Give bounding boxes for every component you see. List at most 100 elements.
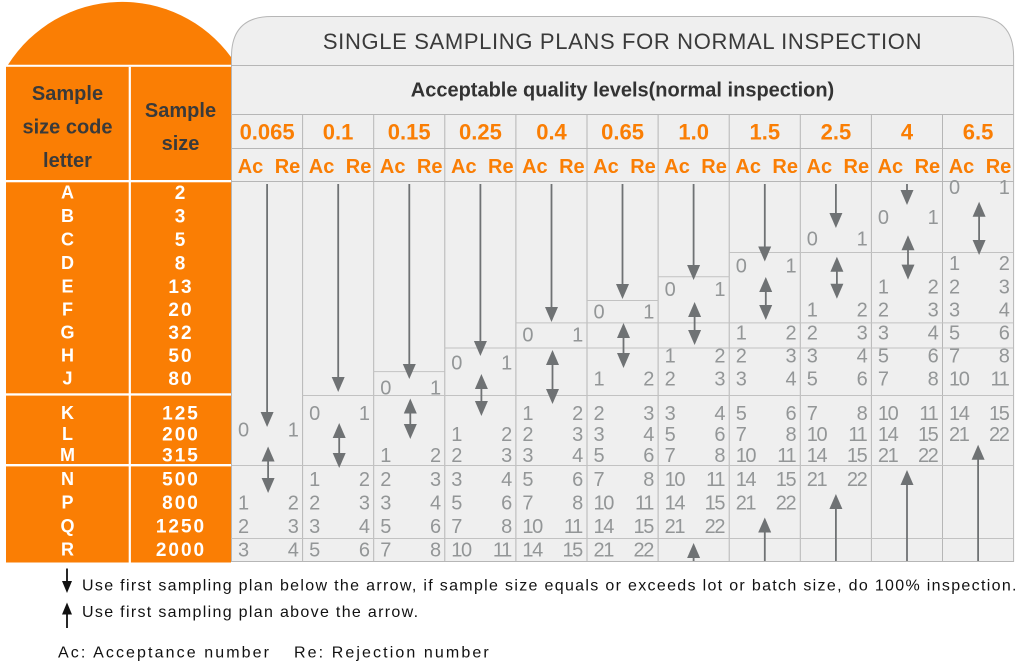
svg-text:6: 6: [999, 322, 1010, 344]
svg-text:22: 22: [847, 469, 868, 491]
svg-text:8: 8: [999, 345, 1010, 367]
svg-text:8: 8: [857, 403, 868, 425]
svg-text:1: 1: [430, 377, 441, 399]
svg-text:Re: Re: [346, 156, 372, 178]
svg-text:6: 6: [359, 539, 370, 561]
svg-text:11: 11: [991, 368, 1010, 390]
svg-text:14: 14: [594, 516, 615, 538]
svg-text:5: 5: [736, 403, 747, 425]
svg-text:7: 7: [878, 368, 889, 390]
svg-text:5: 5: [175, 230, 188, 251]
svg-text:15: 15: [562, 539, 583, 561]
svg-text:1: 1: [238, 492, 249, 514]
svg-text:10: 10: [522, 516, 543, 538]
svg-text:14: 14: [522, 539, 543, 561]
svg-text:8: 8: [572, 492, 583, 514]
svg-text:6: 6: [785, 403, 796, 425]
svg-text:21: 21: [665, 516, 686, 538]
svg-text:0: 0: [451, 352, 462, 374]
svg-text:7: 7: [665, 445, 676, 467]
svg-text:3: 3: [309, 516, 320, 538]
svg-text:15: 15: [847, 445, 868, 467]
svg-text:Ac: Ac: [593, 156, 619, 178]
svg-text:8: 8: [714, 445, 725, 467]
svg-text:21: 21: [736, 492, 757, 514]
svg-text:22: 22: [776, 492, 797, 514]
svg-text:1: 1: [522, 403, 533, 425]
svg-text:Re: Re: [701, 156, 727, 178]
svg-text:2: 2: [665, 368, 676, 390]
svg-text:11: 11: [848, 424, 867, 446]
svg-text:Ac: Ac: [380, 156, 406, 178]
svg-text:size code: size code: [22, 117, 112, 139]
svg-text:3: 3: [665, 403, 676, 425]
svg-text:R: R: [61, 540, 74, 560]
svg-text:14: 14: [807, 445, 828, 467]
svg-text:14: 14: [736, 469, 757, 491]
svg-text:4: 4: [430, 492, 441, 514]
svg-text:1: 1: [309, 469, 320, 491]
svg-text:Ac: Ac: [451, 156, 477, 178]
svg-text:5: 5: [949, 322, 960, 344]
svg-text:B: B: [61, 206, 74, 226]
svg-text:4: 4: [785, 368, 796, 390]
svg-text:1: 1: [288, 419, 299, 441]
svg-text:3: 3: [238, 539, 249, 561]
svg-text:F: F: [62, 300, 73, 320]
svg-text:6: 6: [714, 424, 725, 446]
svg-text:1: 1: [451, 424, 462, 446]
svg-text:4: 4: [359, 516, 370, 538]
svg-text:Ac: Ac: [807, 156, 833, 178]
svg-text:7: 7: [380, 539, 391, 561]
svg-text:Re: Re: [844, 156, 870, 178]
svg-text:7: 7: [736, 424, 747, 446]
svg-text:1: 1: [785, 255, 796, 277]
svg-text:11: 11: [919, 403, 938, 425]
svg-text:8: 8: [501, 516, 512, 538]
svg-text:Re: Rejection number: Re: Rejection number: [294, 645, 491, 662]
svg-text:15: 15: [776, 469, 797, 491]
svg-text:0.065: 0.065: [240, 120, 295, 145]
svg-text:2: 2: [878, 299, 889, 321]
svg-text:0: 0: [949, 177, 960, 199]
svg-text:21: 21: [878, 445, 899, 467]
svg-text:4: 4: [288, 539, 299, 561]
svg-text:SINGLE SAMPLING PLANS FOR NORM: SINGLE SAMPLING PLANS FOR NORMAL INSPECT…: [323, 29, 922, 54]
svg-text:2: 2: [714, 345, 725, 367]
svg-text:4: 4: [501, 469, 512, 491]
svg-text:N: N: [61, 469, 74, 489]
svg-text:2: 2: [175, 183, 188, 204]
svg-text:0: 0: [594, 301, 605, 323]
svg-text:22: 22: [705, 516, 726, 538]
svg-text:8: 8: [785, 424, 796, 446]
svg-text:800: 800: [162, 493, 200, 514]
svg-text:3: 3: [857, 322, 868, 344]
svg-text:3: 3: [928, 299, 939, 321]
svg-text:7: 7: [807, 403, 818, 425]
svg-text:3: 3: [949, 299, 960, 321]
svg-text:Ac: Ac: [949, 156, 975, 178]
svg-text:5: 5: [522, 469, 533, 491]
svg-text:15: 15: [918, 424, 939, 446]
svg-text:2: 2: [451, 445, 462, 467]
svg-text:1: 1: [501, 352, 512, 374]
svg-text:0.25: 0.25: [459, 120, 502, 145]
svg-text:200: 200: [162, 424, 200, 445]
svg-text:3: 3: [999, 276, 1010, 298]
svg-text:13: 13: [168, 277, 193, 298]
svg-text:22: 22: [989, 424, 1010, 446]
svg-text:J: J: [62, 369, 72, 389]
svg-text:32: 32: [168, 323, 193, 344]
svg-text:0.15: 0.15: [388, 120, 431, 145]
svg-text:Ac: Acceptance number: Ac: Acceptance number: [58, 645, 271, 662]
svg-text:80: 80: [168, 369, 193, 390]
svg-text:A: A: [61, 183, 74, 203]
svg-text:Use first sampling plan below: Use first sampling plan below the arrow,…: [82, 578, 1018, 595]
svg-text:14: 14: [665, 492, 686, 514]
svg-text:21: 21: [807, 469, 828, 491]
svg-text:1: 1: [878, 276, 889, 298]
svg-text:2: 2: [522, 424, 533, 446]
svg-text:2: 2: [309, 492, 320, 514]
svg-text:50: 50: [168, 346, 193, 367]
svg-text:4: 4: [999, 299, 1010, 321]
